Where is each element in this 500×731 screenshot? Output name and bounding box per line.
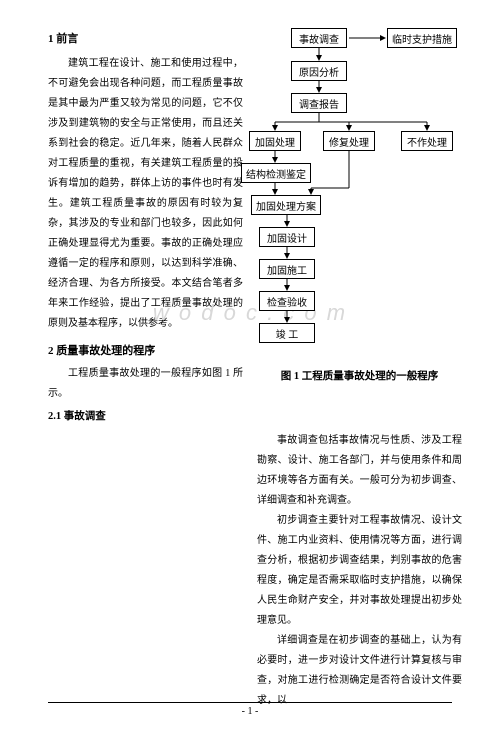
right-column: 事故调查 临时支护措施 原因分析 调查报告 加固处理 修复处理 不作处理 结构检…: [257, 28, 462, 711]
flow-box-noaction: 不作处理: [401, 131, 453, 151]
heading-2-1: 2.1 事故调查: [48, 406, 243, 427]
lower-para-2: 初步调查主要针对工程事故情况、设计文件、施工内业资料、使用情况等方面，进行调查分…: [257, 511, 462, 631]
flow-box-design: 加固设计: [259, 227, 315, 247]
heading-2: 2 质量事故处理的程序: [48, 340, 243, 362]
para-2: 工程质量事故处理的一般程序如图 1 所示。: [48, 364, 243, 404]
lower-para-3: 详细调查是在初步调查的基础上，认为有必要时，进一步对设计文件进行计算复核与审查，…: [257, 631, 462, 711]
flow-box-repair: 修复处理: [323, 131, 375, 151]
flow-box-inspect: 检查验收: [259, 291, 315, 311]
lower-text: 事故调查包括事故情况与性质、涉及工程勘察、设计、施工各部门，并与使用条件和周边环…: [257, 431, 462, 711]
flow-box-cause: 原因分析: [291, 61, 347, 81]
flowchart: 事故调查 临时支护措施 原因分析 调查报告 加固处理 修复处理 不作处理 结构检…: [257, 28, 457, 356]
flow-box-detect: 结构检测鉴定: [241, 163, 311, 183]
figure-caption: 图 1 工程质量事故处理的一般程序: [257, 368, 462, 383]
lower-para-1: 事故调查包括事故情况与性质、涉及工程勘察、设计、施工各部门，并与使用条件和周边环…: [257, 431, 462, 511]
intro-paragraph: 建筑工程在设计、施工和使用过程中，不可避免会出现各种问题，而工程质量事故是其中最…: [48, 54, 243, 334]
flow-box-investigation: 事故调查: [291, 28, 347, 48]
flow-box-reinforce: 加固处理: [249, 131, 301, 151]
flow-box-construct: 加固施工: [259, 259, 315, 279]
left-column: 1 前言 建筑工程在设计、施工和使用过程中，不可避免会出现各种问题，而工程质量事…: [48, 28, 243, 711]
flow-box-plan: 加固处理方案: [251, 195, 321, 215]
flow-box-complete: 竣 工: [259, 323, 315, 343]
page-footer: - 1 -: [48, 702, 452, 717]
flow-box-temp-support: 临时支护措施: [387, 28, 457, 48]
flow-box-report: 调查报告: [291, 93, 347, 113]
heading-1: 1 前言: [48, 28, 243, 50]
